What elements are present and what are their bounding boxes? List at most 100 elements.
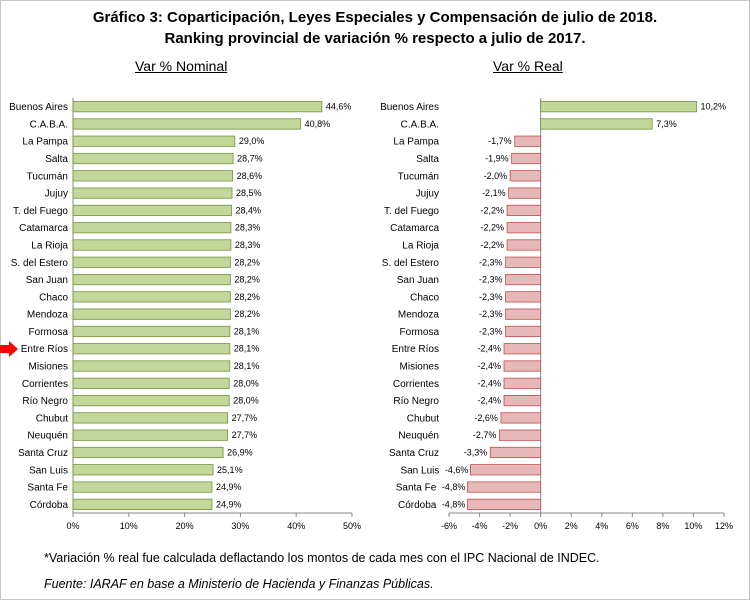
nominal-tick-label: 20% bbox=[176, 521, 194, 531]
real-category-label: Córdoba bbox=[398, 500, 437, 511]
real-data-label: -2,0% bbox=[484, 171, 508, 181]
nominal-tick-label: 30% bbox=[231, 521, 249, 531]
nominal-category-label: Mendoza bbox=[27, 310, 69, 321]
real-data-label: -2,4% bbox=[477, 396, 501, 406]
nominal-data-label: 28,1% bbox=[234, 326, 260, 336]
nominal-category-label: Corrientes bbox=[22, 379, 68, 390]
nominal-bar bbox=[72, 118, 302, 130]
nominal-bar bbox=[72, 291, 231, 303]
real-bar bbox=[499, 429, 542, 441]
real-tick-label: 0% bbox=[534, 521, 547, 531]
real-data-label: -2,3% bbox=[479, 326, 503, 336]
chart-title-line2: Ranking provincial de variación % respec… bbox=[164, 30, 586, 47]
real-bar bbox=[505, 256, 542, 268]
real-data-label: -2,2% bbox=[481, 205, 505, 215]
real-bar bbox=[503, 360, 542, 372]
nominal-tick-label: 0% bbox=[66, 521, 79, 531]
real-bar bbox=[489, 446, 542, 459]
nominal-category-label: Neuquén bbox=[27, 431, 68, 442]
nominal-bar bbox=[72, 343, 231, 355]
nominal-category-label: Entre Ríos bbox=[21, 344, 68, 355]
real-data-label: -2,6% bbox=[474, 413, 498, 423]
real-data-label: -2,1% bbox=[482, 188, 506, 198]
nominal-bar bbox=[72, 325, 231, 338]
nominal-data-label: 25,1% bbox=[217, 465, 243, 475]
nominal-category-label: Buenos Aires bbox=[9, 102, 68, 113]
real-tick-label: -4% bbox=[472, 521, 488, 531]
nominal-data-label: 27,7% bbox=[232, 430, 258, 440]
nominal-category-label: Chubut bbox=[36, 413, 68, 424]
real-data-label: -4,6% bbox=[445, 465, 469, 475]
real-bar bbox=[505, 308, 542, 320]
real-category-label: S. del Estero bbox=[382, 258, 440, 269]
real-category-label: Mendoza bbox=[398, 310, 440, 321]
real-category-label: Formosa bbox=[400, 327, 440, 338]
real-bar bbox=[505, 291, 542, 303]
real-category-label: Jujuy bbox=[416, 189, 439, 200]
nominal-bar bbox=[72, 395, 230, 407]
real-category-label: Salta bbox=[416, 154, 439, 165]
real-category-label: Entre Ríos bbox=[392, 344, 439, 355]
nominal-category-label: La Rioja bbox=[31, 240, 68, 251]
nominal-tick-label: 50% bbox=[343, 521, 361, 531]
nominal-data-label: 24,9% bbox=[216, 499, 242, 509]
nominal-data-label: 28,1% bbox=[234, 344, 260, 354]
nominal-category-label: San Juan bbox=[26, 275, 68, 286]
real-bar bbox=[514, 135, 542, 147]
nominal-bar bbox=[72, 239, 232, 251]
footnote: *Variación % real fue calculada deflacta… bbox=[44, 551, 600, 565]
nominal-category-label: Tucumán bbox=[27, 171, 68, 182]
nominal-category-label: Santa Fe bbox=[27, 483, 68, 494]
highlight-arrow-icon bbox=[0, 341, 18, 357]
real-category-label: Chaco bbox=[410, 292, 439, 303]
real-category-label: Corrientes bbox=[393, 379, 439, 390]
nominal-data-label: 28,2% bbox=[234, 292, 260, 302]
nominal-data-label: 28,0% bbox=[233, 396, 259, 406]
real-bar bbox=[506, 204, 542, 216]
real-bar bbox=[509, 170, 542, 182]
nominal-data-label: 28,3% bbox=[235, 223, 261, 233]
real-bar bbox=[540, 101, 697, 113]
real-data-label: -2,3% bbox=[479, 292, 503, 302]
nominal-bar bbox=[72, 412, 228, 424]
nominal-bar bbox=[72, 152, 234, 165]
nominal-bar bbox=[72, 101, 323, 113]
real-bar bbox=[503, 395, 542, 407]
real-data-label: -2,3% bbox=[479, 309, 503, 319]
nominal-category-label: Córdoba bbox=[30, 500, 69, 511]
real-bar bbox=[466, 498, 542, 510]
real-bar bbox=[506, 222, 542, 234]
real-data-label: -1,9% bbox=[485, 154, 509, 164]
nominal-bar bbox=[72, 429, 228, 441]
nominal-data-label: 27,7% bbox=[232, 413, 258, 423]
nominal-category-label: Río Negro bbox=[22, 396, 68, 407]
real-data-label: -2,2% bbox=[481, 223, 505, 233]
nominal-data-label: 28,3% bbox=[235, 240, 261, 250]
real-data-label: 7,3% bbox=[656, 119, 677, 129]
nominal-bar bbox=[72, 170, 233, 182]
source-note: Fuente: IARAF en base a Ministerio de Ha… bbox=[44, 577, 434, 591]
real-data-label: -2,4% bbox=[477, 378, 501, 388]
real-tick-label: 4% bbox=[595, 521, 608, 531]
nominal-data-label: 28,2% bbox=[234, 257, 260, 267]
real-panel: -6% -4% -2% 0% 2% 4% 6% 8% 10% 12% 10,2% Buenos Air… bbox=[380, 98, 733, 531]
real-tick-label: 10% bbox=[684, 521, 702, 531]
real-data-label: -2,4% bbox=[477, 344, 501, 354]
real-data-label: -1,7% bbox=[488, 136, 512, 146]
real-bar bbox=[540, 118, 653, 130]
real-data-label: -2,3% bbox=[479, 257, 503, 267]
nominal-data-label: 28,4% bbox=[235, 205, 261, 215]
real-data-label: 10,2% bbox=[701, 102, 727, 112]
real-tick-label: 8% bbox=[656, 521, 669, 531]
real-data-label: -2,2% bbox=[481, 240, 505, 250]
nominal-data-label: 28,7% bbox=[237, 154, 263, 164]
nominal-category-label: Santa Cruz bbox=[18, 448, 68, 459]
nominal-bar bbox=[72, 481, 213, 493]
nominal-data-label: 26,9% bbox=[227, 447, 253, 457]
real-bar bbox=[469, 464, 542, 476]
nominal-bar bbox=[72, 187, 233, 199]
real-bar bbox=[505, 325, 542, 338]
real-category-label: Buenos Aires bbox=[380, 102, 439, 113]
nominal-bar bbox=[72, 135, 236, 147]
real-category-label: Neuquén bbox=[398, 431, 439, 442]
